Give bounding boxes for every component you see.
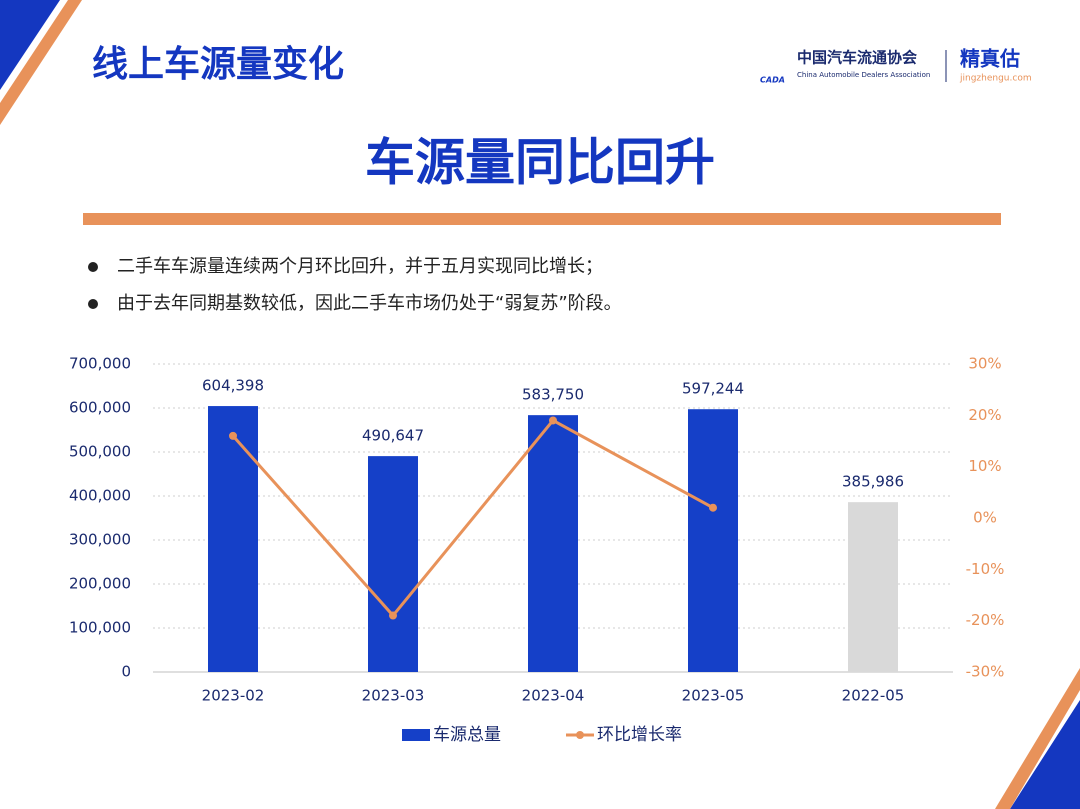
bar bbox=[528, 415, 578, 672]
y2-tick-label: -30% bbox=[966, 663, 1005, 681]
line-point bbox=[709, 503, 717, 512]
line-point bbox=[549, 416, 557, 425]
y-tick-label: 700,000 bbox=[69, 355, 131, 373]
y-tick-label: 600,000 bbox=[69, 399, 131, 417]
data-label: 597,244 bbox=[682, 380, 744, 398]
x-tick-label: 2023-04 bbox=[522, 687, 585, 705]
y2-tick-label: -10% bbox=[966, 560, 1005, 578]
x-tick-label: 2022-05 bbox=[842, 687, 905, 705]
corner-stripe bbox=[1010, 700, 1080, 809]
y2-tick-label: 10% bbox=[968, 457, 1001, 475]
x-tick-label: 2023-02 bbox=[202, 687, 265, 705]
headline: 车源量同比回升 bbox=[365, 134, 715, 192]
slide-title: 线上车源量变化 bbox=[92, 43, 344, 85]
x-tick-label: 2023-03 bbox=[362, 687, 425, 705]
y-tick-label: 500,000 bbox=[69, 443, 131, 461]
data-label: 385,986 bbox=[842, 473, 904, 491]
bar bbox=[208, 406, 258, 672]
bullet-text: 二手车车源量连续两个月环比回升，并于五月实现同比增长； bbox=[117, 256, 603, 277]
corner-stripe bbox=[0, 0, 60, 90]
data-label: 490,647 bbox=[362, 427, 424, 445]
y-tick-label: 200,000 bbox=[69, 575, 131, 593]
bar bbox=[848, 502, 898, 672]
bar bbox=[368, 456, 418, 672]
bullet-dot bbox=[88, 299, 98, 309]
chart: 0 100,000 200,000 300,000 400,000 500,000 600,… bbox=[69, 355, 1004, 746]
x-tick-label: 2023-05 bbox=[682, 687, 745, 705]
y2-tick-label: 20% bbox=[968, 406, 1001, 424]
legend-swatch bbox=[576, 731, 584, 739]
bar bbox=[688, 409, 738, 672]
y-tick-label: 300,000 bbox=[69, 531, 131, 549]
legend-swatch bbox=[402, 729, 430, 741]
line bbox=[231, 418, 714, 618]
legend-label: 环比增长率 bbox=[597, 725, 682, 745]
y2-tick-label: 0% bbox=[973, 509, 997, 527]
line-point bbox=[229, 431, 237, 440]
line-point bbox=[389, 611, 397, 620]
logo-text: CADA bbox=[760, 76, 785, 85]
logo-text: 精真估 bbox=[960, 47, 1020, 71]
corner-stripe bbox=[0, 0, 82, 125]
bullet-dot bbox=[88, 262, 98, 272]
logo-text: 中国汽车流通协会 bbox=[797, 49, 917, 67]
y-tick-label: 0 bbox=[121, 663, 131, 681]
legend-label: 车源总量 bbox=[433, 725, 501, 745]
data-label: 604,398 bbox=[202, 377, 264, 395]
y2-tick-label: -20% bbox=[966, 611, 1005, 629]
logo-text: jingzhengu.com bbox=[959, 74, 1032, 84]
y-tick-label: 400,000 bbox=[69, 487, 131, 505]
y-tick-label: 100,000 bbox=[69, 619, 131, 637]
y2-tick-label: 30% bbox=[968, 355, 1001, 373]
corner-stripe bbox=[995, 668, 1080, 809]
divider-bar bbox=[83, 213, 1001, 225]
bullet-text: 由于去年同期基数较低，因此二手车市场仍处于“弱复苏”阶段。 bbox=[117, 293, 622, 314]
data-label: 583,750 bbox=[522, 386, 584, 404]
logo-text: China Automobile Dealers Association bbox=[797, 71, 930, 79]
